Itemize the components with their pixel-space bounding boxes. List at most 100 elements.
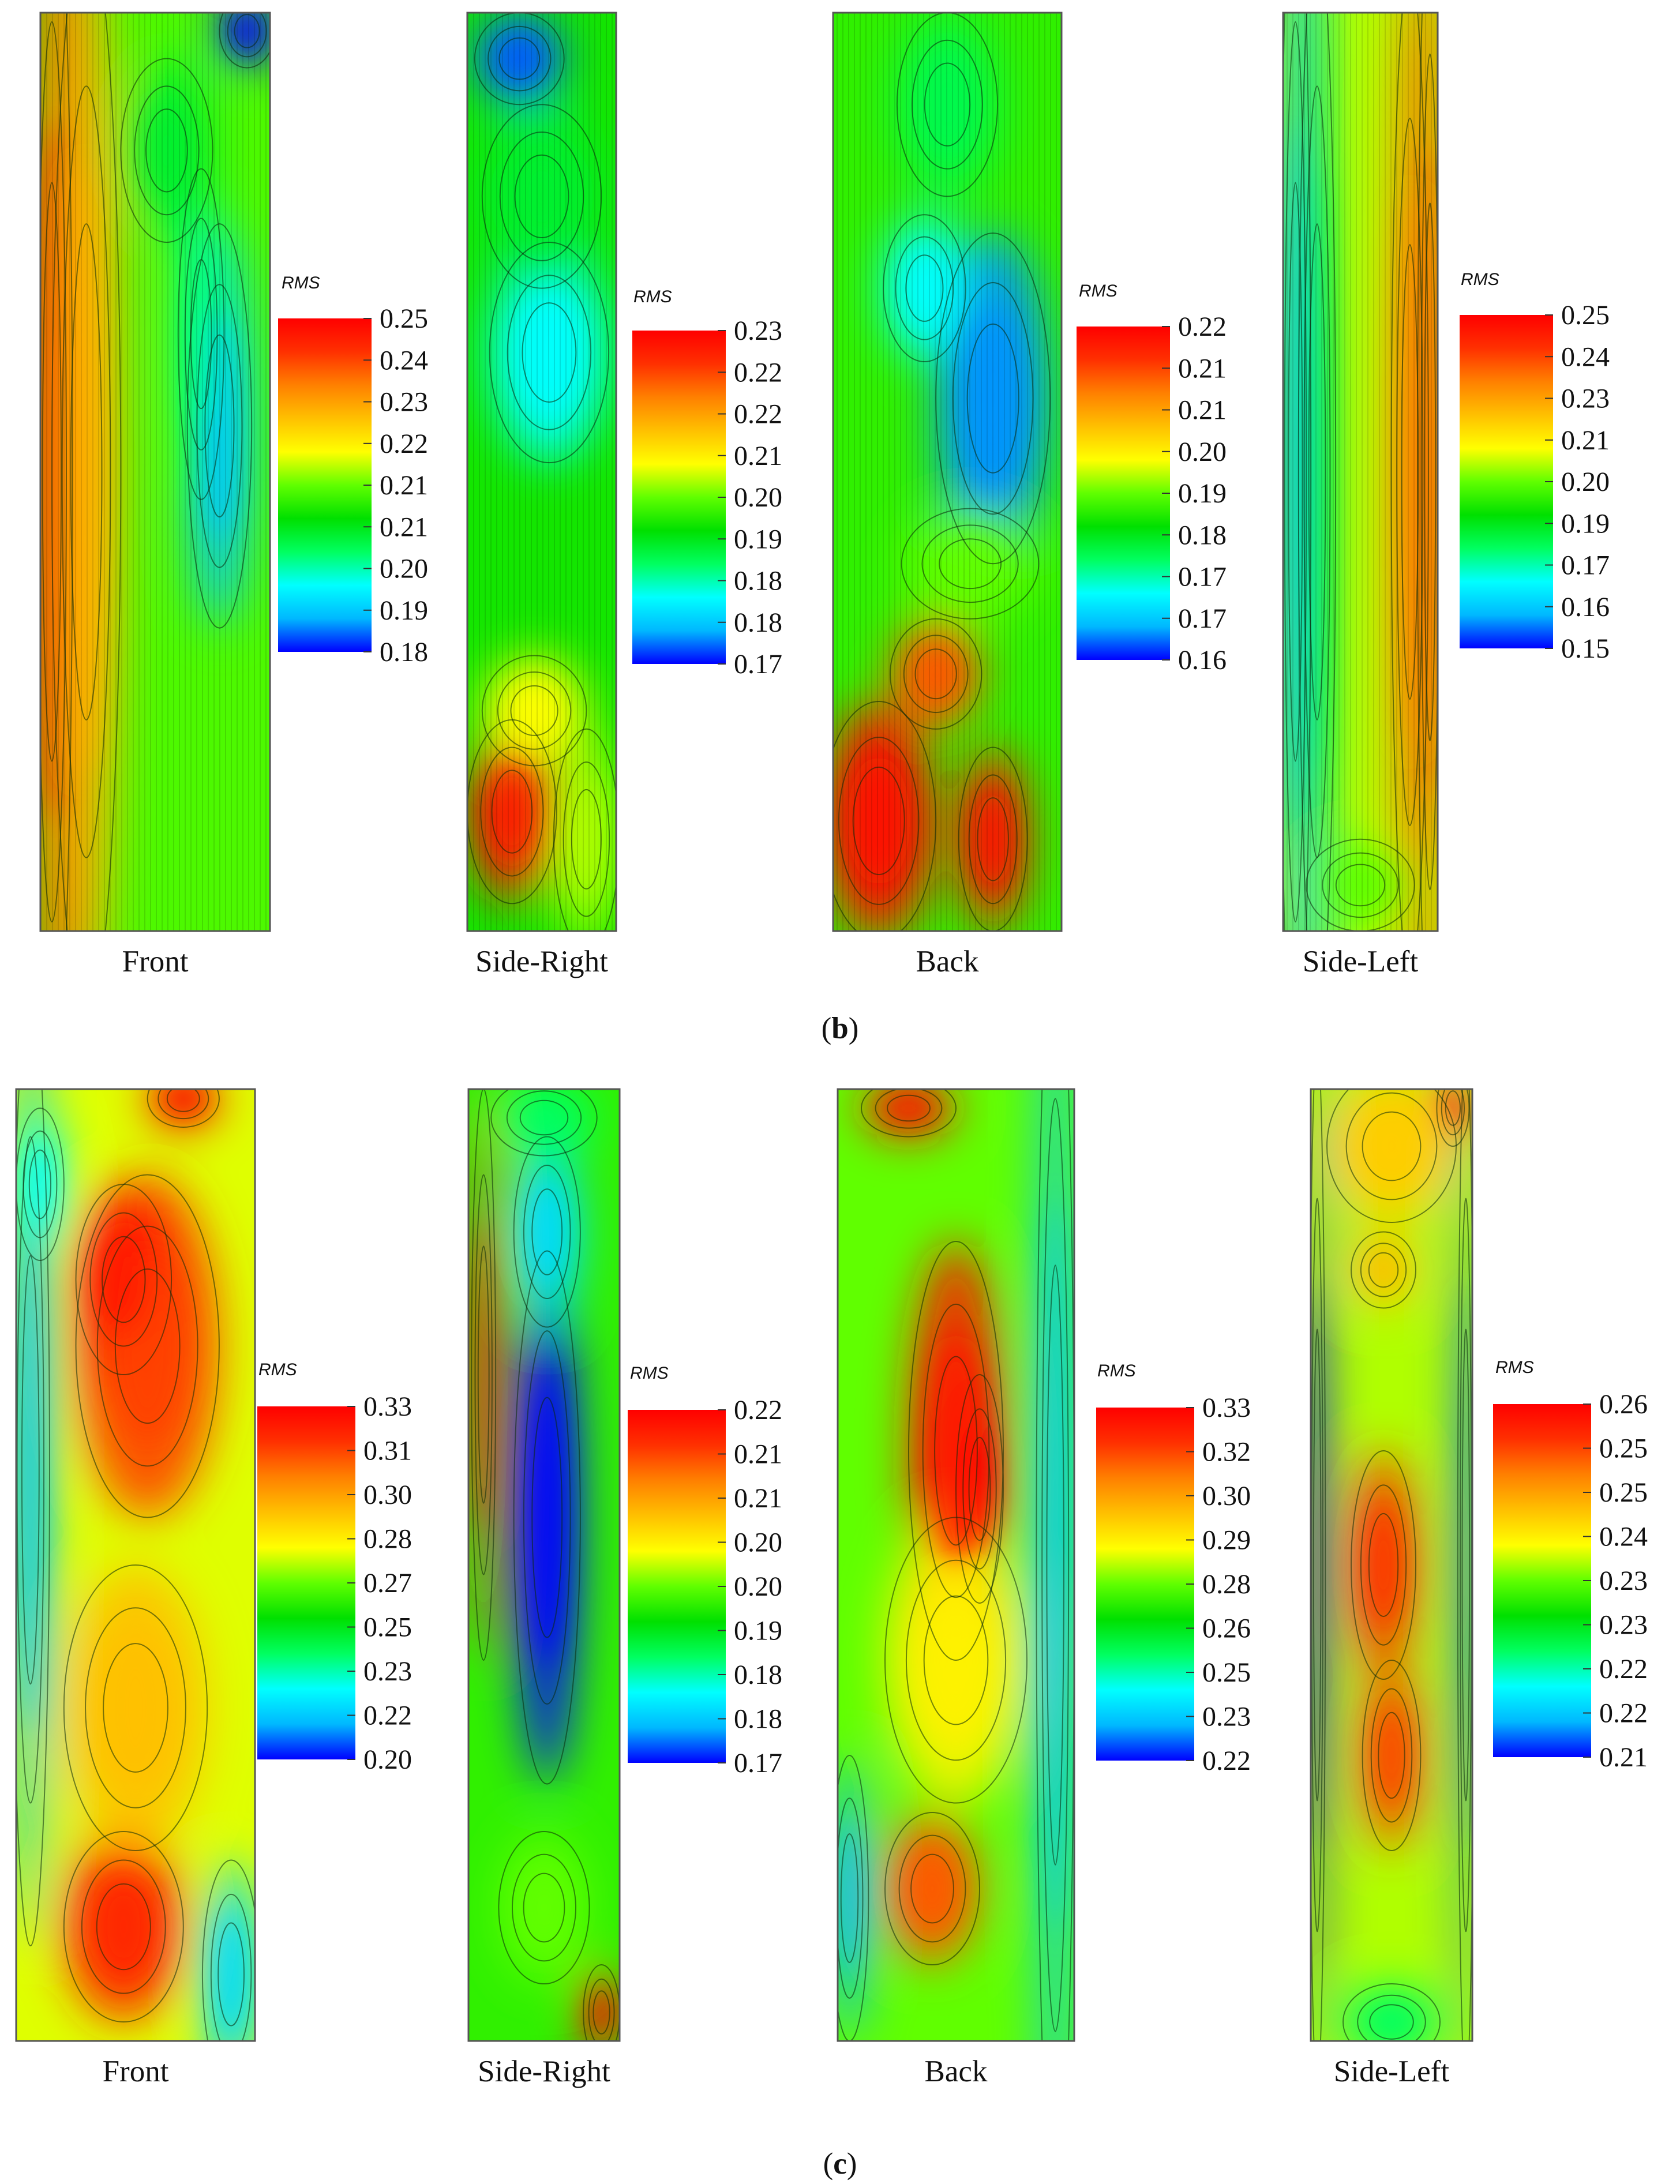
colorbar-tick-label: 0.23: [1561, 384, 1610, 414]
colorbar-tick-label: 0.20: [363, 1744, 412, 1775]
colorbar-tick-label: 0.21: [734, 1483, 782, 1514]
colorbar-tick-label: 0.22: [363, 1701, 412, 1731]
colorbar-tick-label: 0.30: [363, 1480, 412, 1510]
colorbar-tick-label: 0.17: [1561, 550, 1610, 581]
legend-title: RMS: [1461, 270, 1499, 289]
colorbar-tick-label: 0.17: [734, 1748, 782, 1778]
view-title: Front: [122, 945, 189, 978]
colorbar-tick-label: 0.17: [1178, 562, 1227, 592]
colorbar-tick-label: 0.20: [734, 482, 782, 513]
view-title: Back: [916, 945, 979, 978]
colorbar-tick-label: 0.22: [1202, 1746, 1251, 1776]
colorbar-tick-label: 0.22: [1599, 1698, 1648, 1729]
colorbar: [1493, 1404, 1591, 1757]
colorbar-tick-label: 0.23: [363, 1656, 412, 1687]
plot-frame: [837, 1088, 1075, 2042]
colorbar-tick-label: 0.19: [734, 1616, 782, 1646]
colorbar-tick-label: 0.24: [380, 345, 428, 376]
colorbar-tick-label: 0.21: [380, 470, 428, 501]
colorbar-tick-label: 0.28: [363, 1524, 412, 1555]
plot-frame: [39, 12, 271, 932]
panel-label-b: (b): [822, 1012, 859, 1045]
contour-panel-b-side-left: Side-Left RMS 0.25 0.24 0.23 0.21 0.20 0.19 0.17…: [1282, 12, 1610, 978]
legend-title: RMS: [633, 287, 672, 306]
colorbar-tick-label: 0.28: [1202, 1569, 1251, 1600]
colorbar-tick-label: 0.17: [734, 649, 782, 680]
colorbar: [278, 318, 372, 652]
colorbar-tick-label: 0.18: [734, 1704, 782, 1735]
colorbar-tick-label: 0.22: [734, 399, 782, 430]
colorbar-tick-label: 0.19: [1561, 508, 1610, 539]
colorbar-tick-label: 0.18: [1178, 520, 1227, 550]
colorbar-tick-label: 0.25: [363, 1612, 412, 1643]
colorbar-tick-label: 0.18: [380, 637, 428, 667]
colorbar: [1460, 315, 1553, 648]
colorbar-tick-label: 0.19: [380, 595, 428, 626]
colorbar-tick-label: 0.33: [363, 1391, 412, 1422]
legend-title: RMS: [630, 1364, 669, 1383]
colorbar-tick-label: 0.20: [1178, 437, 1227, 467]
colorbar: [632, 331, 726, 664]
colorbar-tick-label: 0.18: [734, 607, 782, 638]
view-title: Front: [103, 2055, 169, 2088]
colorbar-tick-label: 0.22: [1599, 1654, 1648, 1684]
contour-field: [467, 13, 616, 931]
colorbar-tick-label: 0.21: [734, 1439, 782, 1470]
colorbar-tick-label: 0.21: [1561, 425, 1610, 456]
contour-panel-c-side-left: Side-Left RMS 0.26 0.25 0.25 0.24 0.23 0.23 0.22…: [1310, 1088, 1648, 2088]
colorbar-tick-label: 0.15: [1561, 633, 1610, 664]
plot-frame: [832, 12, 1063, 932]
legend-title: RMS: [282, 273, 320, 292]
legend-title: RMS: [1097, 1361, 1136, 1380]
contour-field: [1311, 1089, 1472, 2041]
colorbar-tick-label: 0.18: [734, 1660, 782, 1690]
colorbar-tick-label: 0.20: [734, 1528, 782, 1558]
colorbar-tick-label: 0.22: [1178, 312, 1227, 342]
colorbar-tick-label: 0.21: [380, 512, 428, 542]
colorbar-tick-label: 0.20: [734, 1571, 782, 1602]
colorbar-tick-label: 0.21: [734, 441, 782, 471]
colorbar-tick-label: 0.21: [1178, 353, 1227, 384]
colorbar-tick-label: 0.23: [1202, 1702, 1251, 1732]
colorbar-tick-label: 0.23: [1599, 1566, 1648, 1596]
contour-panel-c-side-right: Side-Right RMS 0.22 0.21 0.21 0.20 0.20 0.19 0.1…: [467, 1088, 782, 2088]
colorbar-tick-label: 0.22: [734, 1395, 782, 1425]
plot-frame: [15, 1088, 256, 2042]
view-title: Side-Left: [1334, 2055, 1449, 2088]
contour-panel-c-back: Back RMS 0.33 0.32 0.30 0.29 0.28 0.26 0.25 0.23 0…: [837, 1088, 1251, 2088]
colorbar-tick-label: 0.23: [380, 387, 428, 418]
colorbar-tick-label: 0.24: [1561, 342, 1610, 372]
colorbar-tick-label: 0.22: [734, 357, 782, 388]
colorbar-tick-label: 0.27: [363, 1568, 412, 1598]
plot-frame: [467, 1088, 621, 2042]
contour-field: [838, 1089, 1074, 2041]
colorbar-tick-label: 0.25: [380, 303, 428, 334]
colorbar-tick-label: 0.24: [1599, 1522, 1648, 1552]
contour-field: [40, 13, 270, 931]
colorbar-tick-label: 0.16: [1178, 645, 1227, 676]
colorbar-tick-label: 0.25: [1561, 300, 1610, 331]
colorbar-tick-label: 0.19: [734, 524, 782, 554]
colorbar-tick-label: 0.20: [380, 554, 428, 584]
colorbar: [1096, 1408, 1194, 1761]
colorbar-tick-label: 0.23: [1599, 1610, 1648, 1641]
plot-frame: [1310, 1088, 1473, 2042]
view-title: Side-Right: [475, 945, 608, 978]
colorbar-tick-label: 0.26: [1599, 1389, 1648, 1420]
colorbar-tick-label: 0.23: [734, 316, 782, 346]
colorbar-tick-label: 0.19: [1178, 478, 1227, 509]
contour-field: [833, 13, 1062, 931]
colorbar: [257, 1406, 355, 1759]
colorbar-tick-label: 0.32: [1202, 1437, 1251, 1468]
legend-title: RMS: [258, 1360, 297, 1379]
view-title: Side-Right: [478, 2055, 610, 2088]
legend-title: RMS: [1079, 282, 1118, 301]
colorbar-tick-label: 0.16: [1561, 592, 1610, 622]
colorbar-tick-label: 0.22: [380, 429, 428, 459]
colorbar-tick-label: 0.21: [1178, 395, 1227, 426]
colorbar-tick-label: 0.33: [1202, 1393, 1251, 1423]
colorbar-tick-label: 0.17: [1178, 603, 1227, 634]
colorbar: [628, 1410, 726, 1763]
colorbar-tick-label: 0.30: [1202, 1481, 1251, 1511]
